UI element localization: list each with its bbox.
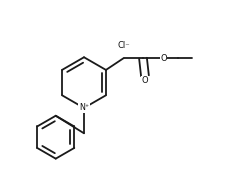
Text: Cl⁻: Cl⁻	[117, 41, 130, 50]
Text: N⁺: N⁺	[79, 103, 89, 112]
Text: O: O	[142, 76, 148, 85]
Text: O: O	[160, 54, 167, 63]
